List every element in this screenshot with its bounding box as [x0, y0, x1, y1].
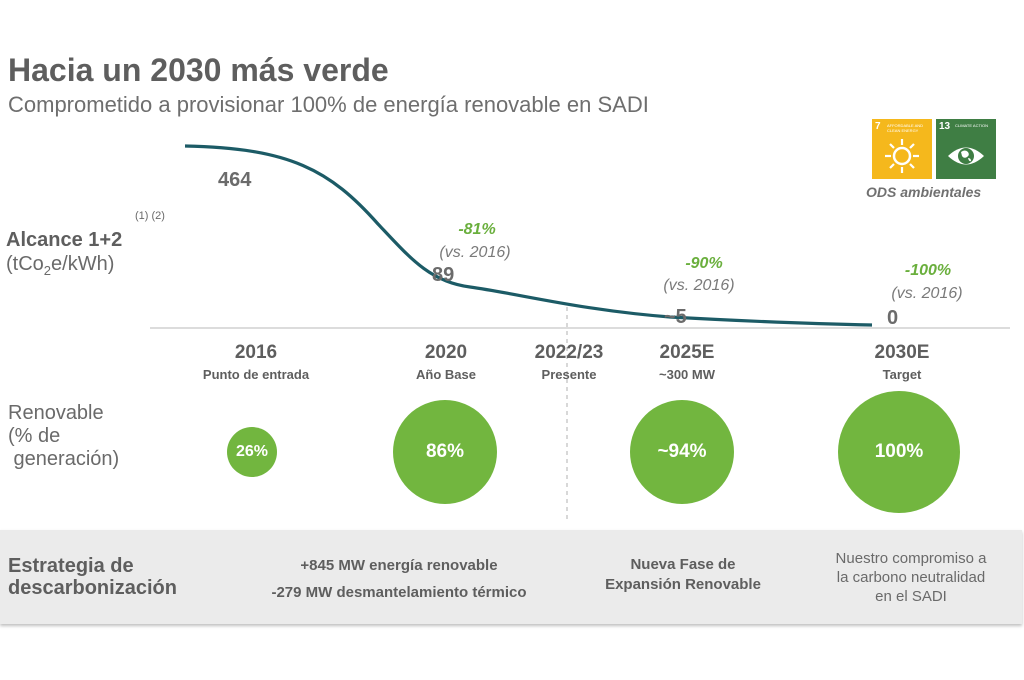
strategy-item-2: Nueva Fase de Expansión Renovable — [578, 555, 788, 595]
renewable-bubble-label: ~94% — [657, 441, 707, 462]
reduction-2025-pct: -90% — [685, 255, 723, 272]
reduction-2020-pct: -81% — [458, 221, 496, 238]
y-axis-title: Alcance 1+2 — [6, 229, 123, 251]
value-label-2020: 89 — [432, 264, 455, 286]
period-label-2016: Punto de entrada — [202, 367, 310, 382]
footnote-marker: (1) (2) — [135, 210, 165, 222]
sdg-7-text: AFFORDABLE AND CLEAN ENERGY — [887, 123, 924, 133]
strategy-item-2-line2: Expansión Renovable — [605, 576, 761, 593]
strategy-band — [0, 530, 1022, 624]
strategy-item-3-line3: en el SADI — [875, 588, 947, 605]
ods-label: ODS ambientales — [866, 184, 982, 200]
strategy-item-3-line2: la carbono neutralidad — [836, 569, 986, 586]
period-year-2022: 2022/23 — [534, 342, 604, 363]
period-year-2025: 2025E — [659, 342, 715, 363]
sdg-13-text: CLIMATE ACTION — [955, 123, 989, 128]
sdg-7-number: 7 — [875, 121, 881, 132]
reduction-2030-pct: -100% — [904, 262, 952, 279]
renewable-label: Renovable (% de generación) — [8, 402, 120, 470]
y-axis-unit-suffix: e/kWh) — [51, 253, 115, 275]
period-year-2030: 2030E — [874, 342, 930, 363]
strategy-item-2-line1: Nueva Fase de — [630, 556, 736, 573]
period-label-2022: Presente — [541, 367, 597, 382]
renewable-bubble-2016: 26% — [227, 427, 277, 477]
page-subtitle: Comprometido a provisionar 100% de energ… — [8, 92, 649, 117]
reduction-2025-ref: (vs. 2016) — [663, 277, 735, 294]
emissions-chart — [150, 144, 1010, 522]
period-label-2030: Target — [882, 367, 922, 382]
y-axis-label: Alcance 1+2 (tCo2e/kWh) — [6, 228, 122, 283]
period-year-2020: 2020 — [424, 342, 468, 363]
eye-globe-icon — [948, 147, 984, 165]
renewable-bubble-label: 86% — [425, 441, 465, 462]
page-title: Hacia un 2030 más verde — [8, 52, 389, 88]
strategy-item-1-line2: -279 MW desmantelamiento térmico — [271, 584, 527, 601]
y-axis-unit-subscript: 2 — [43, 263, 52, 278]
period-label-2020: Año Base — [416, 367, 476, 382]
strategy-item-1-line1: +845 MW energía renovable — [300, 557, 498, 574]
strategy-label: Estrategia de descarbonización — [8, 555, 177, 599]
renewable-bubble-label: 100% — [874, 441, 924, 462]
value-label-2030: 0 — [887, 307, 899, 329]
reduction-2020-ref: (vs. 2016) — [439, 244, 511, 261]
sdg-13-number: 13 — [939, 121, 951, 132]
emissions-line — [184, 144, 873, 327]
renewable-bubble-2025: ~94% — [630, 400, 734, 504]
sdg-13-badge: 13 CLIMATE ACTION — [936, 119, 996, 179]
reduction-2030-ref: (vs. 2016) — [891, 285, 963, 302]
renewable-bubble-2020: 86% — [393, 400, 497, 504]
y-axis-unit-prefix: (tCo — [6, 253, 44, 275]
period-year-2016: 2016 — [234, 342, 278, 363]
strategy-item-1: +845 MW energía renovable -279 MW desman… — [238, 552, 560, 606]
strategy-item-3: Nuestro compromiso a la carbono neutrali… — [806, 549, 1016, 606]
sun-icon — [885, 139, 919, 173]
value-label-2016: 464 — [218, 169, 252, 191]
value-label-2025: ~5 — [664, 306, 687, 328]
period-label-2025: ~300 MW — [659, 367, 715, 382]
renewable-bubble-2030: 100% — [838, 391, 960, 513]
strategy-item-3-line1: Nuestro compromiso a — [835, 550, 987, 567]
renewable-bubble-label: 26% — [235, 443, 269, 460]
sdg-7-badge: 7 AFFORDABLE AND CLEAN ENERGY — [872, 119, 932, 179]
